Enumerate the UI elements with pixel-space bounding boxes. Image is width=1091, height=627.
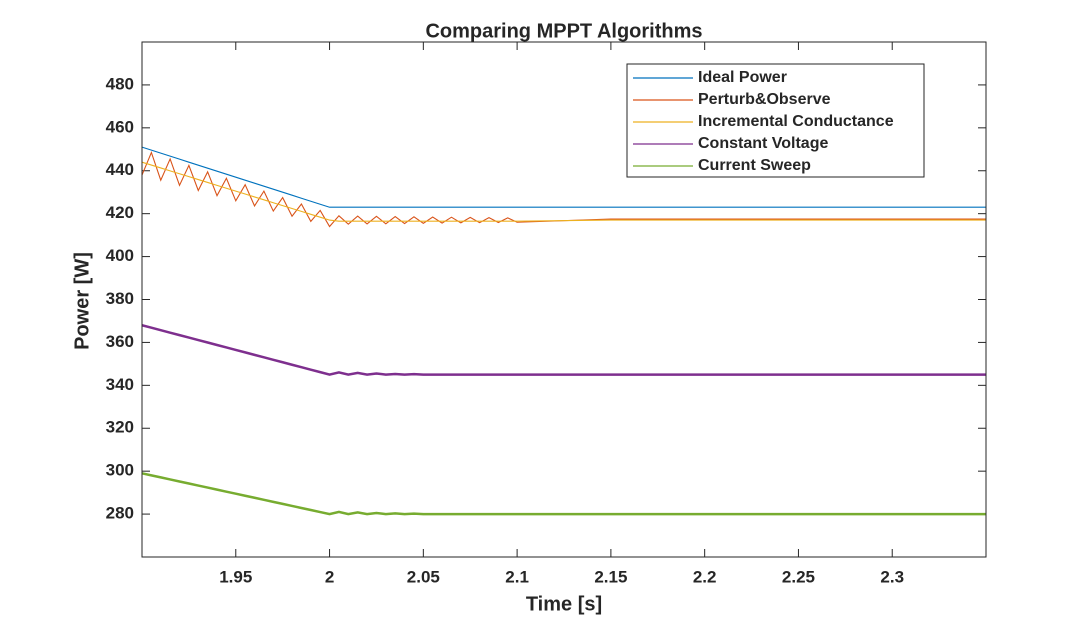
y-tick-label: 420 [106, 203, 134, 222]
x-tick-label: 2.05 [407, 567, 440, 586]
series-line [141, 146, 986, 208]
chart-title: Comparing MPPT Algorithms [425, 20, 702, 42]
y-tick-label: 300 [106, 461, 134, 480]
y-tick-label: 280 [106, 504, 134, 523]
legend-label: Current Sweep [698, 157, 811, 174]
series-line [141, 324, 986, 376]
legend-label: Perturb&Observe [698, 91, 831, 108]
x-tick-label: 1.95 [219, 567, 252, 586]
y-tick-label: 340 [106, 375, 134, 394]
y-tick-label: 440 [106, 160, 134, 179]
series-line [141, 161, 986, 222]
legend-label: Constant Voltage [698, 135, 828, 152]
y-tick-label: 380 [106, 289, 134, 308]
x-tick-label: 2.15 [594, 567, 627, 586]
x-axis-label: Time [s] [526, 593, 602, 615]
x-tick-label: 2.2 [693, 567, 717, 586]
legend-label: Incremental Conductance [698, 113, 894, 130]
y-tick-label: 320 [106, 418, 134, 437]
x-tick-label: 2.1 [505, 567, 529, 586]
y-axis-label: Power [W] [71, 252, 93, 350]
y-tick-label: 460 [106, 117, 134, 136]
series-line [141, 472, 986, 516]
legend-box [626, 63, 925, 178]
axes-box [141, 41, 987, 558]
x-tick-label: 2.3 [880, 567, 904, 586]
legend-label: Ideal Power [698, 69, 787, 86]
y-tick-label: 360 [106, 332, 134, 351]
y-tick-label: 480 [106, 74, 134, 93]
y-tick-label: 400 [106, 246, 134, 265]
x-tick-label: 2.25 [782, 567, 815, 586]
x-tick-label: 2 [325, 567, 334, 586]
